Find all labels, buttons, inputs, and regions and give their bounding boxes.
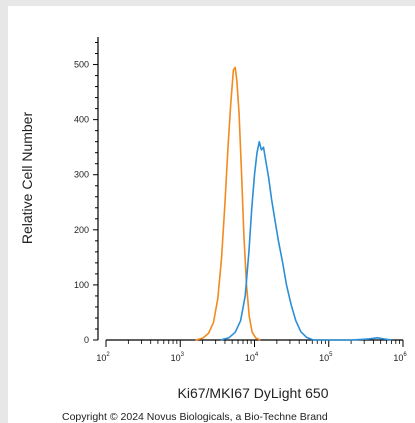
y-axis-title: Relative Cell Number: [19, 112, 35, 245]
histogram-series-line-2: [220, 140, 392, 341]
x-axis-title: Ki67/MKI67 DyLight 650: [178, 385, 329, 401]
x-tick-label: 105: [319, 352, 333, 363]
y-tick-label: 0: [84, 335, 89, 345]
y-tick-label: 300: [74, 170, 89, 180]
x-tick-label: 103: [171, 352, 185, 363]
copyright-text: Copyright © 2024 Novus Biologicals, a Bi…: [62, 411, 328, 423]
histogram-series-line-1: [195, 66, 261, 341]
y-tick-label: 100: [74, 280, 89, 290]
x-tick-label: 104: [245, 352, 259, 363]
x-tick-label: 102: [96, 352, 110, 363]
x-tick-label: 106: [393, 352, 407, 363]
y-tick-label: 500: [74, 60, 89, 70]
y-tick-label: 200: [74, 225, 89, 235]
y-tick-label: 400: [74, 115, 89, 125]
